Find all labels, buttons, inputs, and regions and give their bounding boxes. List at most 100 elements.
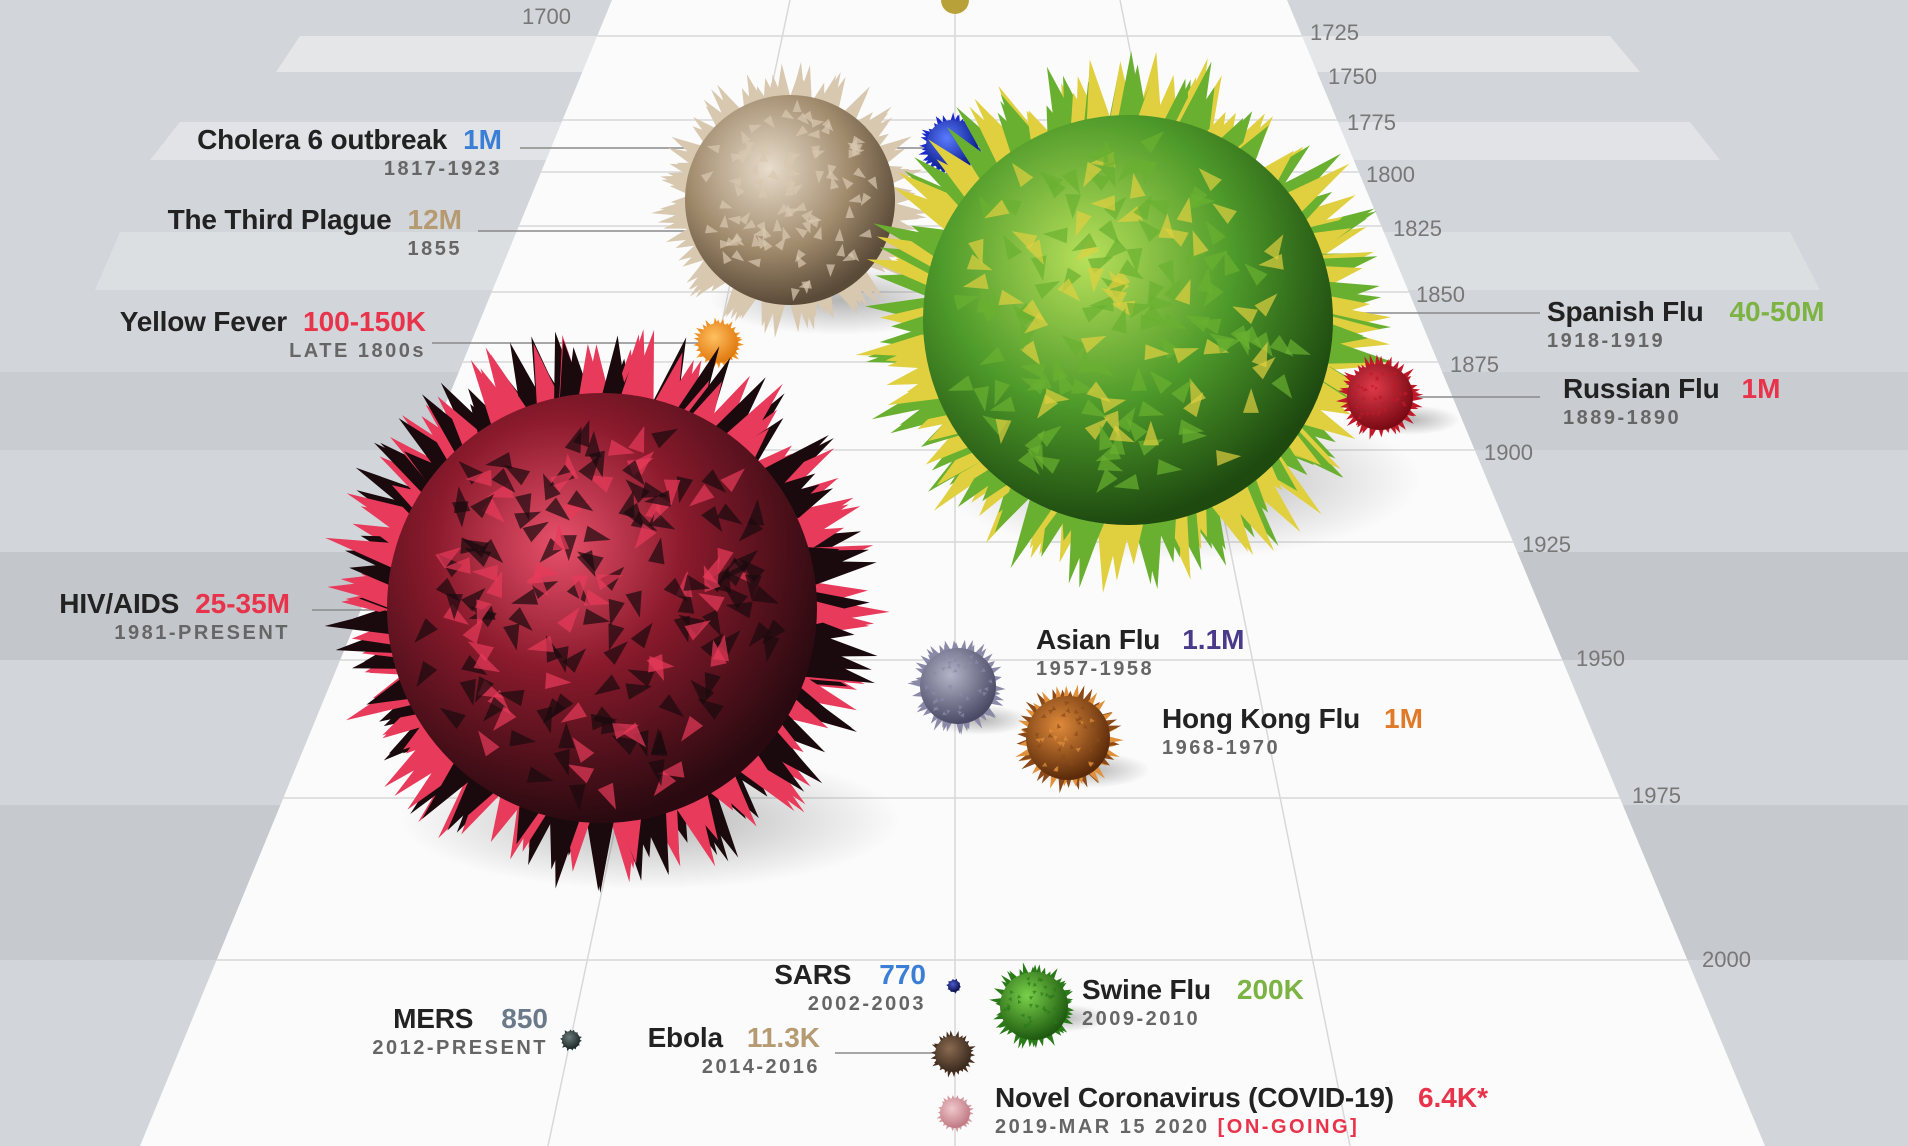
virus-texture: [1056, 746, 1061, 753]
virus-texture: [1103, 238, 1128, 261]
virus-texture: [460, 537, 487, 554]
year-label: 1800: [1366, 162, 1415, 187]
virus-texture: [583, 589, 611, 606]
virus-body: [940, 1098, 970, 1128]
virus-texture: [847, 249, 860, 262]
virus-texture: [734, 183, 745, 197]
virus-texture: [1142, 304, 1168, 326]
virus-texture: [758, 185, 768, 199]
virus-texture: [701, 469, 727, 493]
virus-texture: [752, 585, 779, 604]
virus-texture: [774, 237, 786, 251]
virus-texture: [1034, 280, 1061, 300]
virus-russian-flu: [1336, 354, 1424, 440]
virus-texture: [625, 683, 653, 700]
virus-asian-flu: [907, 639, 1006, 736]
virus-spike: [964, 1119, 970, 1125]
virus-texture: [1203, 282, 1224, 308]
virus-texture: [1230, 325, 1251, 351]
virus-texture: [1101, 288, 1127, 307]
virus-texture: [719, 239, 733, 249]
virus-texture: [729, 232, 743, 245]
virus-texture: [644, 490, 671, 507]
virus-texture: [781, 109, 795, 120]
virus-texture: [1034, 748, 1039, 754]
virus-texture: [491, 468, 516, 493]
virus-texture: [942, 711, 948, 716]
virus-texture: [702, 609, 721, 637]
virus-texture: [940, 697, 946, 702]
virus-texture: [813, 226, 822, 240]
virus-texture: [1012, 304, 1035, 329]
virus-texture: [738, 517, 763, 542]
virus-texture: [758, 145, 772, 155]
virus-texture: [1017, 999, 1022, 1004]
virus-texture: [416, 660, 438, 688]
virus-texture: [795, 125, 808, 137]
virus-texture: [1083, 161, 1102, 188]
virus-texture: [747, 258, 761, 268]
virus-texture: [808, 213, 823, 223]
virus-texture: [1141, 159, 1157, 186]
virus-texture: [1184, 315, 1210, 333]
virus-texture: [802, 220, 811, 234]
virus-texture: [791, 288, 800, 302]
virus-texture: [618, 490, 635, 518]
year-label: 1725: [1310, 20, 1359, 45]
virus-texture: [1008, 997, 1012, 1002]
virus-texture: [965, 695, 970, 701]
virus-texture: [1073, 709, 1080, 714]
virus-texture: [1042, 227, 1068, 244]
virus-texture: [414, 618, 438, 643]
virus-texture: [957, 692, 963, 697]
virus-texture: [738, 146, 751, 159]
virus-texture: [763, 115, 775, 129]
virus-texture: [558, 722, 575, 749]
virus-texture: [1126, 302, 1153, 319]
spanish-flu-dates: 1918-1919: [1547, 330, 1666, 352]
virus-texture: [625, 479, 650, 504]
virus-texture: [998, 289, 1025, 306]
virus-texture: [1240, 326, 1263, 350]
virus-body: [923, 115, 1333, 525]
virus-texture: [608, 623, 625, 651]
virus-hong-kong-flu: [1015, 684, 1124, 794]
virus-texture: [1252, 356, 1276, 380]
plague-value: 12M: [407, 204, 462, 235]
virus-texture: [1357, 415, 1362, 420]
virus-texture: [584, 430, 602, 457]
virus-texture: [1361, 396, 1366, 400]
virus-texture: [690, 679, 715, 705]
virus-texture: [1285, 338, 1311, 355]
virus-texture: [853, 167, 866, 179]
virus-texture: [446, 593, 463, 620]
virus-texture: [1271, 374, 1293, 399]
label-hong-kong-flu: Hong Kong Flu 1M 1968-1970: [1162, 703, 1423, 760]
virus-texture: [683, 574, 711, 591]
virus-spike: [939, 1036, 945, 1043]
virus-texture: [924, 685, 930, 691]
virus-spanish-flu: [855, 51, 1394, 593]
virus-texture: [979, 346, 1006, 366]
virus-texture: [573, 420, 590, 448]
virus-covid: [936, 1095, 974, 1133]
virus-texture: [983, 686, 989, 692]
virus-texture: [1044, 388, 1070, 405]
year-label: 1950: [1576, 646, 1625, 671]
virus-texture: [860, 192, 872, 206]
virus-texture: [514, 511, 542, 529]
label-plague: The Third Plague 12M 1855: [140, 204, 462, 261]
covid-ongoing: [ON-GOING]: [1217, 1116, 1360, 1138]
virus-texture: [994, 379, 1011, 406]
virus-texture: [435, 547, 462, 569]
virus-texture: [1158, 213, 1175, 239]
virus-texture: [962, 273, 989, 290]
virus-texture: [722, 250, 732, 265]
virus-texture: [1143, 420, 1159, 446]
virus-texture: [968, 661, 973, 667]
virus-texture: [1027, 1016, 1032, 1021]
virus-texture: [1113, 474, 1140, 490]
virus-texture: [572, 737, 595, 763]
virus-texture: [1075, 210, 1092, 237]
label-swine-flu: Swine Flu 200K 2009-2010: [1082, 974, 1304, 1031]
